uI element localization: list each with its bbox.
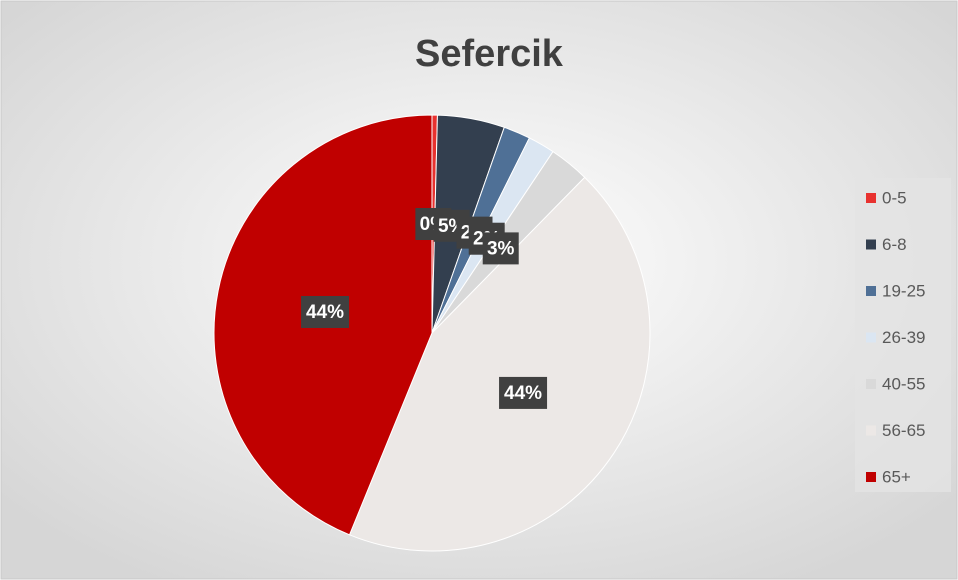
- data-label-text: 44%: [306, 302, 344, 323]
- legend-swatch: [866, 379, 876, 389]
- legend-swatch: [866, 286, 876, 296]
- data-label: 44%: [301, 295, 350, 328]
- legend-label: 6-8: [882, 235, 907, 254]
- legend-swatch: [866, 193, 876, 203]
- legend-label: 65+: [882, 467, 911, 486]
- legend-swatch: [866, 239, 876, 250]
- legend-label: 40-55: [882, 374, 925, 393]
- legend-swatch: [866, 425, 876, 436]
- legend-swatch: [866, 472, 876, 482]
- data-label: 44%: [499, 376, 548, 409]
- legend-label: 19-25: [882, 281, 925, 300]
- data-label-text: 44%: [504, 383, 542, 404]
- data-label-box: [499, 376, 548, 409]
- data-label: 3%: [482, 232, 519, 265]
- legend-label: 56-65: [882, 421, 925, 440]
- data-label-box: [301, 295, 350, 328]
- chart-title: Sefercik: [415, 33, 564, 75]
- data-label-text: 3%: [487, 238, 515, 259]
- legend-label: 0-5: [882, 188, 907, 207]
- data-label-box: [482, 232, 519, 265]
- legend-swatch: [866, 332, 876, 343]
- legend-label: 26-39: [882, 328, 925, 347]
- pie-slice: [348, 176, 651, 552]
